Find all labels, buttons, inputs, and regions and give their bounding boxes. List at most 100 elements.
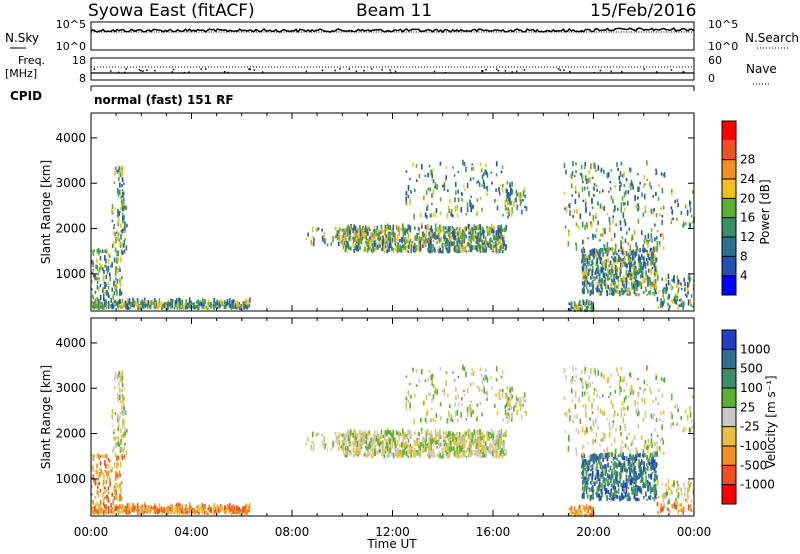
power-cell: [598, 291, 601, 297]
velocity-cell: [432, 454, 435, 457]
power-cell: [600, 283, 603, 290]
velocity-cell: [464, 393, 466, 396]
power-cell: [584, 161, 587, 167]
power-cell: [599, 269, 602, 273]
velocity-cell: [119, 482, 121, 486]
velocity-cell: [491, 386, 493, 390]
power-cell: [116, 290, 118, 296]
velocity-cell: [361, 435, 363, 438]
velocity-cell: [637, 378, 639, 381]
velocity-cell: [96, 453, 99, 459]
power-cell: [635, 271, 638, 276]
power-cell: [399, 244, 401, 250]
power-cell: [120, 223, 122, 228]
velocity-cell: [611, 474, 614, 479]
velocity-cell: [633, 481, 635, 485]
power-cell: [313, 237, 315, 243]
power-cell: [662, 234, 665, 240]
power-cell: [117, 305, 120, 310]
velocity-cell: [615, 480, 618, 485]
velocity-cell: [358, 451, 360, 456]
power-cell: [615, 223, 617, 227]
power-cell: [571, 194, 574, 197]
power-cell: [454, 197, 456, 203]
freq-left-tick-top: 18: [72, 54, 86, 67]
power-cell: [409, 197, 411, 203]
power-cell: [358, 246, 360, 251]
power-cell: [426, 206, 428, 212]
power-cell: [112, 241, 115, 247]
freq-dot: [188, 71, 190, 73]
power-cell: [634, 283, 637, 287]
freq-dot: [610, 70, 612, 73]
power-cell: [491, 181, 493, 185]
power-cell: [370, 243, 372, 246]
velocity-cell: [344, 440, 347, 443]
velocity-cell: [616, 463, 618, 469]
power-cell: [479, 248, 482, 254]
power-cell: [342, 237, 345, 241]
velocity-cell: [585, 426, 588, 433]
freq-dot: [511, 71, 513, 73]
power-cell: [394, 235, 396, 241]
power-cell: [429, 187, 431, 192]
power-cell: [574, 191, 577, 194]
velocity-cell: [659, 418, 661, 422]
power-cell: [586, 186, 589, 190]
velocity-cell: [461, 437, 463, 444]
power-cell: [399, 227, 401, 232]
velocity-cell: [638, 498, 640, 502]
power-cell: [365, 236, 368, 239]
velocity-cell: [597, 476, 600, 479]
velocity-cell: [620, 482, 622, 488]
velocity-cell: [486, 446, 489, 450]
velocity-cell: [568, 436, 570, 442]
velocity-cell: [410, 454, 412, 458]
power-cell: [581, 289, 584, 294]
power-cell: [425, 231, 428, 237]
velocity-cell: [401, 449, 404, 453]
velocity-cell: [637, 391, 639, 398]
power-cell: [471, 167, 473, 171]
power-cell: [120, 199, 123, 203]
velocity-cell: [597, 370, 600, 376]
velocity-cell: [614, 489, 617, 494]
power-cell: [224, 304, 227, 310]
velocity-cell: [356, 447, 358, 451]
velocity-cell: [482, 377, 485, 382]
power-cell: [645, 275, 647, 281]
velocity-cell: [434, 390, 436, 394]
velocity-cell: [492, 455, 495, 458]
power-cell: [622, 201, 625, 206]
power-cell: [622, 275, 625, 280]
velocity-cell: [650, 413, 653, 419]
power-cell: [153, 303, 156, 309]
power-cell: [464, 232, 466, 236]
velocity-cell: [477, 437, 480, 442]
power-cell: [639, 266, 642, 271]
power-cell: [606, 290, 609, 297]
velocity-cell: [433, 438, 436, 444]
power-cell: [126, 298, 129, 304]
power-cell: [463, 237, 466, 244]
velocity-cell: [563, 396, 566, 400]
power-cell: [506, 197, 508, 203]
power-cell: [482, 229, 485, 235]
power-cell: [524, 195, 527, 199]
freq-dot: [433, 70, 436, 73]
velocity-cell: [500, 375, 503, 379]
power-cell: [344, 248, 347, 253]
velocity-cell: [663, 377, 666, 383]
velocity-cell: [625, 485, 628, 491]
velocity-cell: [491, 445, 494, 448]
velocity-cell: [589, 454, 592, 461]
velocity-cell: [105, 455, 107, 459]
velocity-cell: [115, 471, 118, 478]
freq-dot: [183, 71, 185, 74]
velocity-cell: [451, 419, 454, 423]
velocity-cell: [465, 371, 467, 378]
velocity-cell: [656, 451, 658, 457]
power-cell: [113, 291, 116, 296]
power-cell: [425, 241, 427, 248]
colorbar-swatch: [722, 140, 736, 160]
